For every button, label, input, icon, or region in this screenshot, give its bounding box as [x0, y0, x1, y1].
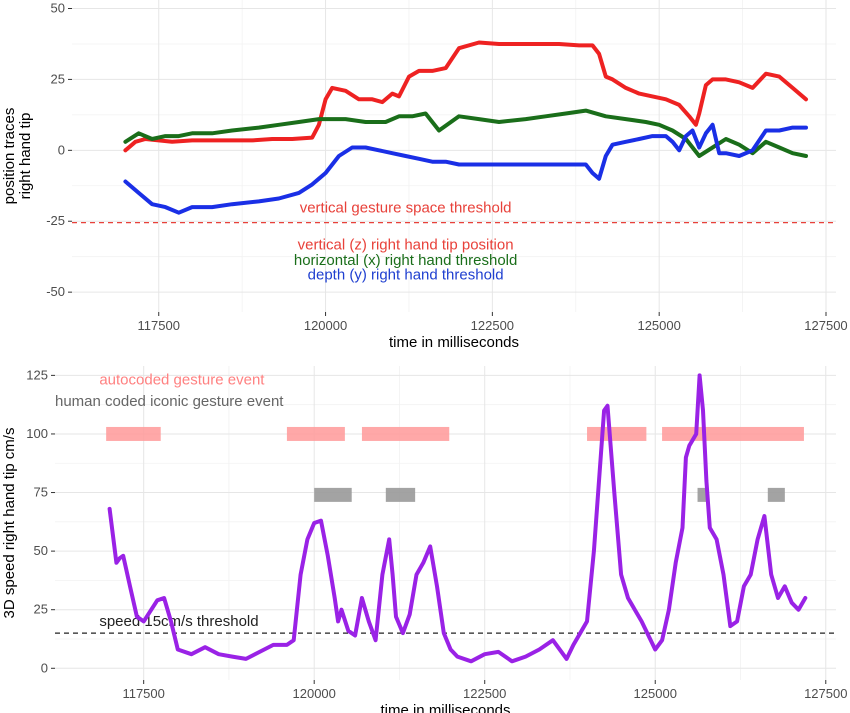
chart-panel-1: 117500 120000 122500 125000 127500 -50 -25 0 25 5…	[1, 0, 848, 351]
autocoded-event-bar	[587, 426, 647, 441]
x-tick-label: 127500	[804, 686, 847, 701]
series-annotation-3: depth (y) right hand threshold	[308, 266, 504, 283]
y-tick-label: -50	[46, 284, 65, 299]
autocoded-event-bar	[286, 426, 345, 441]
series-annotation-1: vertical (z) right hand tip position	[298, 237, 514, 254]
autocoded-legend-label: autocoded gesture event	[99, 372, 265, 389]
y-tick-label: 0	[41, 660, 48, 675]
y-tick-label: 75	[34, 485, 48, 500]
y-tick-label: 25	[34, 602, 48, 617]
x-tick-label: 122500	[463, 686, 506, 701]
y-tick-label: 0	[58, 142, 65, 157]
human-coded-event-bar	[385, 487, 416, 502]
autocoded-event-bar	[662, 426, 804, 441]
y-tick-label: 50	[51, 1, 65, 16]
human-coded-event-bar	[767, 487, 785, 502]
y-tick-label: -25	[46, 213, 65, 228]
x-tick-label: 122500	[471, 318, 514, 333]
autocoded-event-bar	[361, 426, 450, 441]
y-tick-label: 25	[51, 71, 65, 86]
chart-panel-2: 117500 120000 122500 125000 127500 0 25 50 75 100…	[1, 366, 847, 713]
x-tick-label: 127500	[804, 318, 847, 333]
series-line-3	[123, 122, 808, 215]
x-axis-title: time in milliseconds	[380, 702, 510, 713]
threshold-label: speed 15cm/s threshold	[99, 613, 258, 630]
threshold-label: vertical gesture space threshold	[300, 200, 512, 217]
human-coded-legend-label: human coded iconic gesture event	[55, 393, 284, 410]
human-coded-event-bar	[697, 487, 709, 502]
series-line-1	[123, 40, 808, 153]
x-tick-label: 125000	[634, 686, 677, 701]
y-tick-label: 125	[26, 367, 48, 382]
series-line-1	[107, 373, 808, 664]
y-axis-title-line-2: right hand tip	[17, 113, 34, 200]
y-axis-title-line-1: position traces	[1, 108, 18, 205]
x-tick-label: 120000	[293, 686, 336, 701]
series-line-2	[123, 108, 808, 158]
x-tick-label: 117500	[122, 686, 164, 701]
series-annotation-2: horizontal (x) right hand threshold	[294, 252, 517, 269]
y-axis-title: 3D speed right hand tip cm/s	[1, 428, 18, 619]
x-tick-label: 120000	[304, 318, 347, 333]
autocoded-event-bar	[106, 426, 161, 441]
human-coded-event-bar	[314, 487, 352, 502]
y-tick-label: 100	[26, 426, 48, 441]
x-axis-title: time in milliseconds	[389, 334, 519, 351]
x-tick-label: 117500	[138, 318, 180, 333]
x-tick-label: 125000	[637, 318, 680, 333]
y-tick-label: 50	[34, 543, 48, 558]
